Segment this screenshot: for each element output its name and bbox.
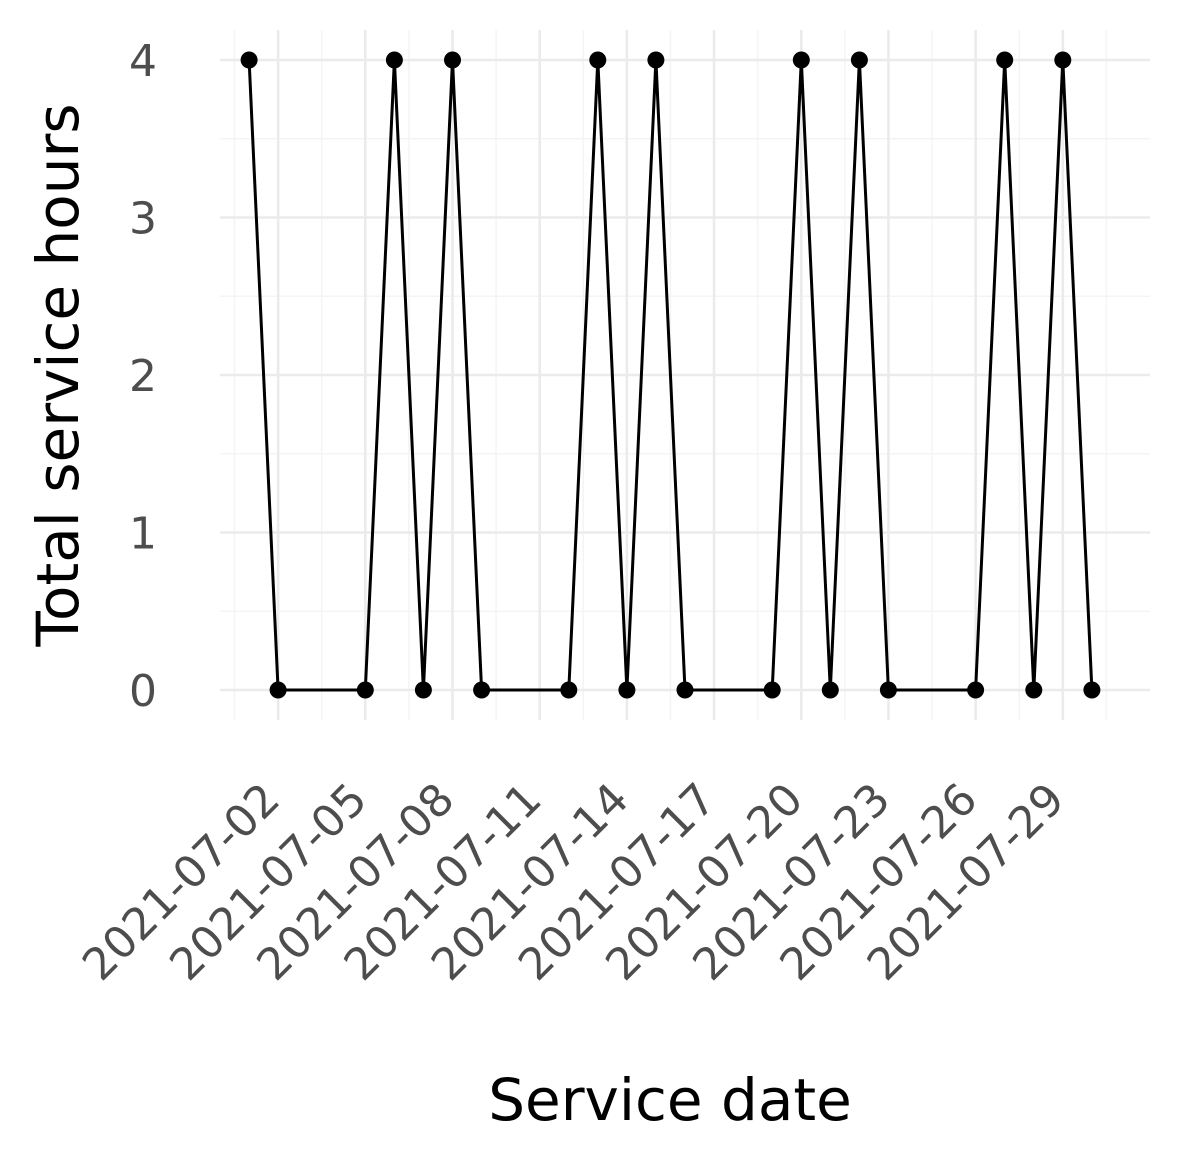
data-point [996, 51, 1014, 69]
data-point [879, 681, 897, 699]
y-axis-title: Total service hours [24, 103, 92, 647]
data-point [356, 681, 374, 699]
data-point [444, 51, 461, 69]
data-point [821, 681, 839, 699]
data-point [240, 51, 258, 69]
data-point [473, 681, 491, 699]
data-point [1025, 681, 1043, 699]
data-point [385, 51, 403, 69]
data-point [850, 51, 868, 69]
major-gridlines [220, 30, 1150, 720]
y-tick-label: 4 [129, 36, 157, 87]
data-point [792, 51, 810, 69]
data-point [967, 681, 985, 699]
y-tick-label: 3 [129, 194, 157, 245]
data-point [560, 681, 578, 699]
y-tick-label: 0 [129, 666, 157, 717]
data-point [1054, 51, 1072, 69]
y-tick-labels: 0 1 2 3 4 [129, 36, 157, 717]
y-tick-label: 2 [129, 351, 157, 402]
series-line [247, 58, 1094, 692]
data-point [269, 681, 287, 699]
x-axis-title: Service date [488, 1066, 852, 1134]
x-tick-labels: 2021-07-022021-07-052021-07-082021-07-11… [73, 774, 1075, 991]
series-layer [247, 58, 1094, 692]
y-tick-label: 1 [129, 509, 157, 560]
data-point [414, 681, 432, 699]
points-layer [240, 51, 1101, 699]
data-point [618, 681, 636, 699]
data-point [589, 51, 607, 69]
data-point [676, 681, 694, 699]
data-point [1083, 681, 1101, 699]
data-point [763, 681, 781, 699]
data-point [647, 51, 665, 69]
